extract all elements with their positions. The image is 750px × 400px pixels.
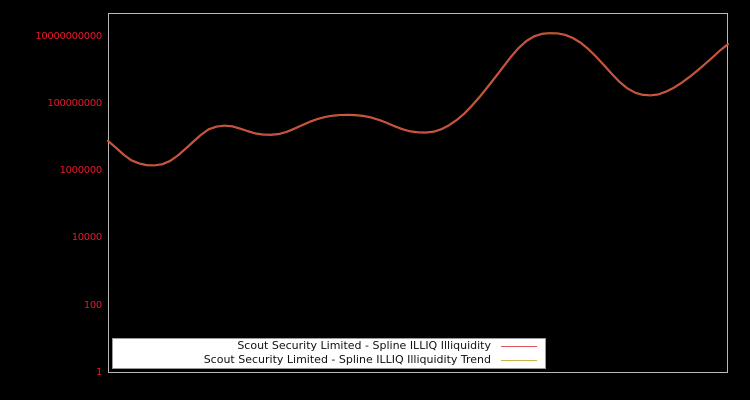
- series-line-1: [107, 32, 729, 167]
- plot-area: [108, 13, 728, 373]
- legend-swatch-illiquidity-trend: [501, 359, 537, 361]
- y-tick-label-3: 1000000: [59, 165, 103, 177]
- series-line-0: [106, 32, 730, 167]
- legend-entry-illiquidity: Scout Security Limited - Spline ILLIQ Il…: [113, 339, 545, 353]
- legend-swatch-illiquidity: [501, 345, 537, 347]
- y-tick-label-1: 100: [83, 299, 102, 311]
- chart-legend: Scout Security Limited - Spline ILLIQ Il…: [112, 338, 546, 369]
- legend-entry-illiquidity-trend: Scout Security Limited - Spline ILLIQ Il…: [113, 353, 545, 367]
- y-tick-label-0: 1: [95, 367, 102, 378]
- y-tick-label-4: 100000000: [47, 97, 102, 109]
- y-tick-label-5: 10000000000: [35, 30, 102, 42]
- legend-label-illiquidity-trend: Scout Security Limited - Spline ILLIQ Il…: [203, 353, 491, 366]
- legend-label-illiquidity: Scout Security Limited - Spline ILLIQ Il…: [237, 339, 491, 352]
- y-tick-label-2: 10000: [71, 232, 103, 244]
